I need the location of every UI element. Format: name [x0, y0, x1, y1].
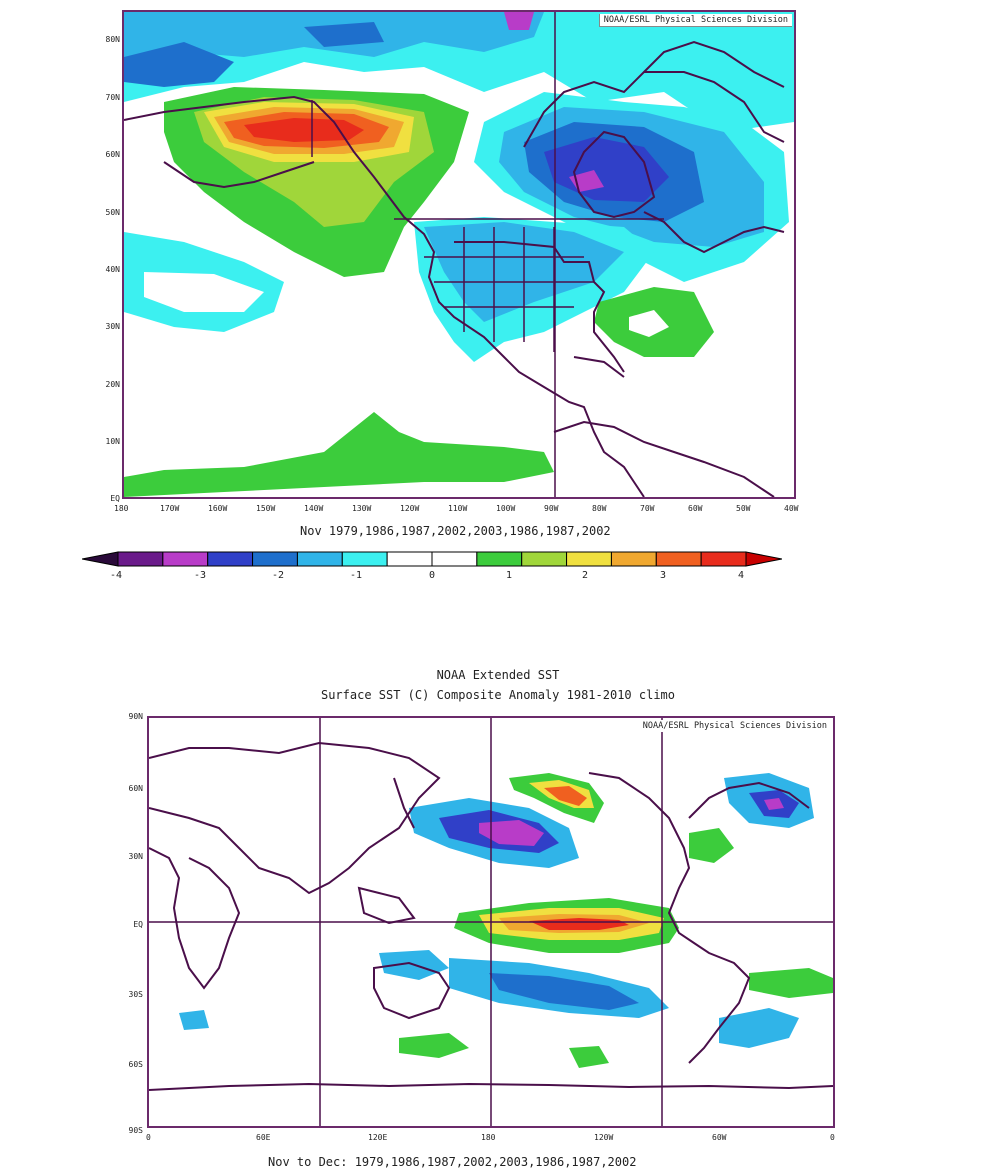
colorbar-segment [521, 551, 568, 567]
colorbar-segment [476, 551, 523, 567]
top-lat-tick: 20N [105, 380, 120, 389]
shade-natl-magenta [764, 798, 784, 810]
colorbar-segment [117, 551, 164, 567]
shade-cyan-sa [719, 1008, 799, 1048]
top-lon-tick: 90W [544, 504, 559, 513]
colorbar-label: -3 [194, 570, 207, 581]
top-lon-tick: 50W [736, 504, 751, 513]
top-lon-tick: 120W [400, 504, 420, 513]
colorbar-label: 3 [660, 570, 667, 581]
colorbar-label: -2 [272, 570, 285, 581]
colorbar-segment [341, 551, 388, 567]
bottom-lat-tick: EQ [133, 920, 143, 929]
bottom-map-credit: NOAA/ESRL Physical Sciences Division [638, 720, 831, 732]
shade-arctic-magenta [504, 12, 534, 30]
shade-green-1 [689, 828, 734, 863]
bottom-map-caption: Nov to Dec: 1979,1986,1987,2002,2003,198… [268, 1155, 637, 1169]
shade-green-2 [399, 1033, 469, 1058]
colorbar-segment [296, 551, 343, 567]
top-lon-tick: 70W [640, 504, 655, 513]
shade-green-4 [569, 1046, 609, 1068]
top-lon-tick: 80W [592, 504, 607, 513]
bottom-lon-tick: 120E [368, 1133, 388, 1142]
shade-goa-orange [544, 786, 587, 806]
colorbar-segment [655, 551, 702, 567]
top-lat-tick: 40N [105, 265, 120, 274]
shade-enso-red [529, 918, 629, 930]
colorbar-label: -4 [110, 570, 123, 581]
colorbar-segment [162, 551, 209, 567]
top-lat-tick: 30N [105, 322, 120, 331]
top-lat-tick: 10N [105, 437, 120, 446]
bottom-lon-tick: 60W [712, 1133, 727, 1142]
colorbar-label: 0 [429, 570, 436, 581]
colorbar-label: -1 [350, 570, 363, 581]
shade-green-3 [749, 968, 833, 998]
shade-arctic-blue2 [304, 22, 384, 47]
top-lon-tick: 130W [352, 504, 372, 513]
shade-cyan-io [179, 1010, 209, 1030]
colorbar-segment [207, 551, 254, 567]
top-lon-tick: 40W [784, 504, 799, 513]
top-lon-tick: 140W [304, 504, 324, 513]
bottom-lon-tick: 0 [830, 1133, 835, 1142]
bottom-map-subtitle: Surface SST (C) Composite Anomaly 1981-2… [320, 688, 675, 702]
colorbar-segment [252, 551, 298, 567]
bottom-map-title: NOAA Extended SST [436, 668, 560, 682]
bottom-lon-tick: 180 [481, 1133, 496, 1142]
top-map-canvas [124, 12, 794, 497]
top-lon-tick: 170W [160, 504, 180, 513]
top-lon-tick: 100W [496, 504, 516, 513]
colorbar [81, 549, 783, 569]
colorbar-label: 1 [506, 570, 513, 581]
top-lon-tick: 150W [256, 504, 276, 513]
top-lon-tick: 180 [114, 504, 129, 513]
colorbar-arrow-left [81, 551, 119, 567]
colorbar-arrow-right [745, 551, 783, 567]
bottom-gridlines [149, 718, 833, 1126]
bottom-lat-tick: 30S [128, 990, 143, 999]
shade-pacific-white-hole [144, 272, 264, 312]
top-lat-tick: EQ [110, 494, 120, 503]
colorbar-segment [700, 551, 747, 567]
top-lon-tick: 110W [448, 504, 468, 513]
top-lon-tick: 60W [688, 504, 703, 513]
bottom-lon-tick: 0 [146, 1133, 151, 1142]
shade-tropical-green [124, 412, 554, 497]
bottom-lon-tick: 120W [594, 1133, 614, 1142]
colorbar-segment [610, 551, 657, 567]
colorbar-svg [81, 551, 783, 567]
top-lat-tick: 70N [105, 93, 120, 102]
shade-arctic-blue [124, 42, 234, 87]
bottom-lat-tick: 60S [128, 1060, 143, 1069]
bottom-lat-tick: 30N [128, 852, 143, 861]
bottom-lon-tick: 60E [256, 1133, 271, 1142]
colorbar-label: 2 [582, 570, 589, 581]
north-america-anomaly-map: NOAA/ESRL Physical Sciences Division [122, 10, 796, 499]
bottom-lat-tick: 60N [128, 784, 143, 793]
shade-alaska-red [244, 118, 364, 142]
shade-npac-magenta [479, 820, 544, 846]
top-lat-tick: 80N [105, 35, 120, 44]
bottom-map-canvas [149, 718, 833, 1126]
global-sst-anomaly-map: NOAA/ESRL Physical Sciences Division [147, 716, 835, 1128]
top-map-credit: NOAA/ESRL Physical Sciences Division [598, 14, 792, 27]
top-lon-tick: 160W [208, 504, 228, 513]
shade-atlantic-white [629, 310, 669, 337]
top-lat-tick: 50N [105, 208, 120, 217]
bottom-lat-tick: 90N [128, 712, 143, 721]
top-borders [311, 100, 664, 352]
colorbar-label: 4 [738, 570, 745, 581]
bottom-lat-tick: 90S [128, 1126, 143, 1135]
colorbar-segment [386, 551, 433, 567]
top-map-caption: Nov 1979,1986,1987,2002,2003,1986,1987,2… [300, 524, 611, 538]
shade-spac-blue [489, 973, 639, 1010]
top-coastlines [124, 40, 785, 497]
colorbar-segment [566, 551, 612, 567]
top-lat-tick: 60N [105, 150, 120, 159]
colorbar-segment [431, 551, 478, 567]
